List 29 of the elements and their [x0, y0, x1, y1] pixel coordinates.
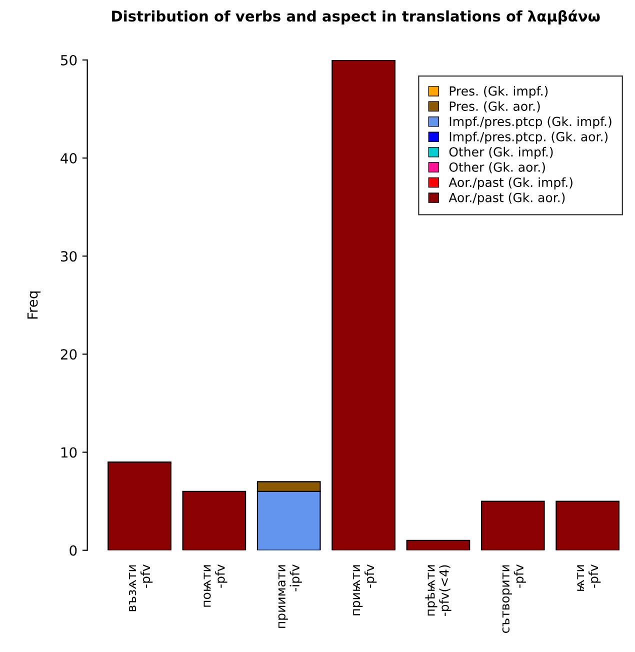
x-tick-label: прѣѩти -pfv(<4) [425, 565, 452, 616]
legend-label: Other (Gk. aor.) [449, 162, 545, 174]
bar [556, 500, 620, 550]
y-tick-label: 0 [70, 545, 77, 556]
bar [108, 461, 172, 550]
chart-title: Distribution of verbs and aspect in translations of λαμβάνω [112, 10, 600, 24]
y-tick-label: 10 [61, 447, 77, 458]
x-tick-label: сътворити -pfv [502, 564, 526, 633]
legend-label: Impf./pres.ptcp. (Gk. aor.) [450, 132, 608, 144]
x-tick-label: приѩти -pfv [352, 564, 377, 616]
legend-label: Pres. (Gk. impf.) [450, 86, 548, 98]
legend-label: Aor./past (Gk. aor.) [448, 192, 565, 205]
bar [182, 490, 246, 550]
legend-label: Aor./past (Gk. impf.) [448, 177, 572, 190]
y-tick-label: 30 [60, 251, 77, 262]
y-tick-label: 50 [60, 54, 77, 66]
bar [332, 60, 396, 550]
x-tick-label: приимати -ipfv [278, 564, 302, 628]
y-axis-title: Freq [27, 292, 40, 319]
y-tick-label: 20 [60, 349, 77, 360]
legend-label: Other (Gk. impf.) [449, 146, 553, 160]
legend-label: Pres. (Gk. aor.) [450, 101, 540, 112]
legend-label: Impf./pres.ptcp (Gk. impf.) [450, 116, 612, 129]
y-tick-label: 40 [60, 153, 77, 164]
x-tick-label: възѧти -pfv [128, 564, 153, 612]
bar [406, 540, 470, 550]
bar [480, 500, 545, 550]
x-tick-label: ѩти -pfv [577, 564, 601, 591]
x-tick-label: поѩти -pfv [204, 564, 228, 607]
